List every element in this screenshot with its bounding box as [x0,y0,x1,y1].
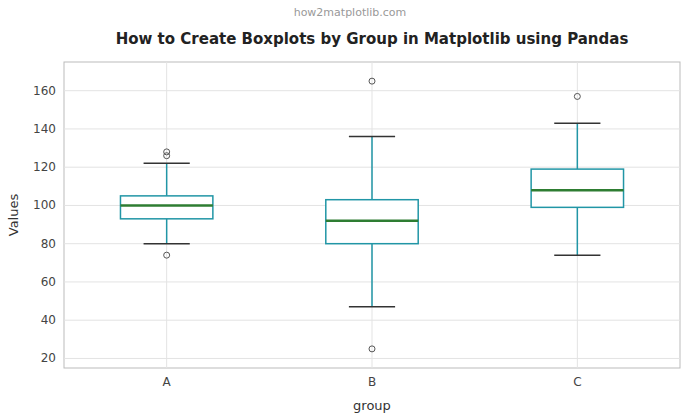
y-tick-label: 20 [41,351,56,365]
y-tick-label: 40 [41,313,56,327]
y-tick-label: 60 [41,275,56,289]
cap [144,243,190,245]
whisker [577,123,579,169]
grid-line [577,62,578,368]
whisker [577,207,579,255]
median [326,219,418,222]
x-axis-label: group [353,398,391,413]
x-tick-label: C [573,375,581,389]
boxes [120,78,623,352]
cap [144,163,190,165]
whisker [371,137,373,200]
subtitle: how2matplotlib.com [294,6,407,19]
chart: how2matplotlib.com How to Create Boxplots… [0,0,700,420]
cap [349,306,395,308]
flier [574,93,580,99]
box-group [326,78,418,352]
plot-frame [64,62,680,368]
grid [64,62,680,368]
median [120,204,212,207]
flier [164,149,170,155]
y-tick-label: 80 [41,237,56,251]
cap [554,122,600,124]
whisker [166,219,168,244]
y-tick-label: 160 [33,84,56,98]
y-axis-label: Values [6,194,21,237]
y-tick-label: 100 [33,198,56,212]
title: How to Create Boxplots by Group in Matpl… [116,30,629,48]
y-tick-label: 120 [33,160,56,174]
box-group [531,93,623,255]
median [531,189,623,192]
box [531,169,623,207]
flier [164,252,170,258]
x-tick-label: B [368,375,376,389]
x-tick-label: A [163,375,172,389]
cap [349,136,395,138]
cap [554,254,600,256]
flier [369,346,375,352]
whisker [371,244,373,307]
flier [369,78,375,84]
whisker [166,163,168,196]
box [120,196,212,219]
box-group [120,149,212,258]
y-tick-label: 140 [33,122,56,136]
box [326,200,418,244]
